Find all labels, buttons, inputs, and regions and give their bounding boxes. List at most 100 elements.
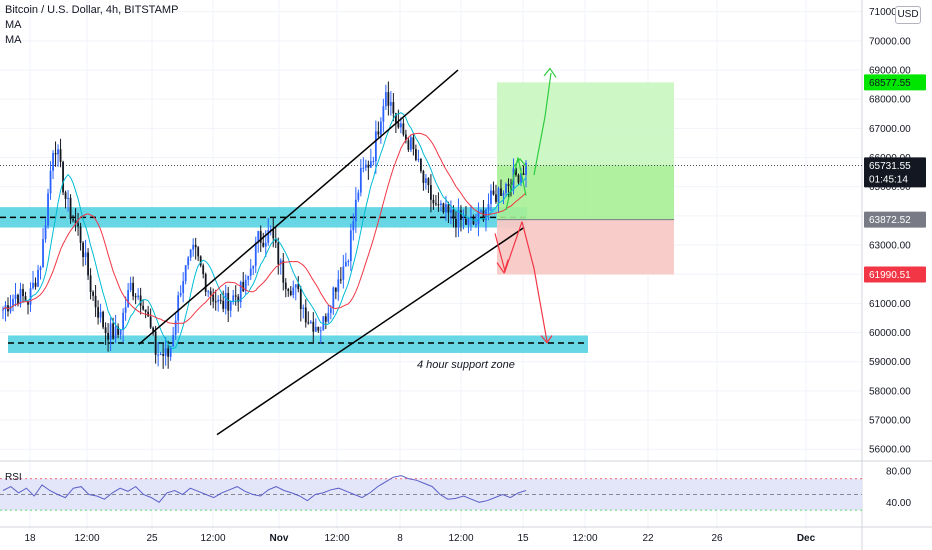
- support-zone-annotation: 4 hour support zone: [417, 359, 515, 371]
- candle-body: [467, 218, 470, 225]
- candle-body: [342, 266, 345, 280]
- candle-body: [59, 149, 62, 162]
- candle-body: [349, 230, 352, 262]
- stop-price-tag-bg: [864, 266, 926, 283]
- candle-body: [199, 256, 202, 266]
- candle-body: [367, 164, 370, 168]
- candle-body: [104, 327, 107, 333]
- bull-path-2[interactable]: [533, 72, 552, 176]
- time-tick-label: 25: [146, 533, 158, 544]
- ma-slow-line: [2, 132, 527, 325]
- candle-body: [44, 225, 47, 240]
- candle-body: [299, 289, 302, 310]
- candle-body: [272, 229, 275, 239]
- candle-body: [12, 298, 14, 306]
- candle-body: [269, 229, 272, 231]
- candle-body: [354, 199, 357, 222]
- channel-lower-line[interactable]: [216, 226, 525, 436]
- time-tick-label: 12:00: [200, 533, 225, 544]
- candle-body: [374, 131, 377, 161]
- rsi-tick-label: 80.00: [886, 466, 911, 477]
- candle-body: [22, 289, 24, 297]
- candle-body: [412, 137, 415, 150]
- support-zone: [8, 335, 588, 353]
- candle-body: [520, 173, 522, 183]
- candle-body: [117, 326, 120, 335]
- time-tick-label: 22: [642, 533, 654, 544]
- bull-path-1[interactable]: [505, 157, 527, 211]
- candle-body: [219, 299, 222, 301]
- candle-body: [167, 348, 170, 357]
- candle-body: [244, 279, 247, 292]
- candle-body: [157, 354, 160, 356]
- drawings-layer[interactable]: [138, 67, 557, 436]
- price-tick-label: 59000.00: [869, 357, 911, 368]
- candle-body: [337, 279, 340, 292]
- bear-arrowhead-1[interactable]: [496, 259, 509, 275]
- channel-upper-line[interactable]: [138, 69, 459, 345]
- bear-arrowhead-2[interactable]: [540, 335, 553, 344]
- candle-body: [277, 242, 280, 265]
- price-tick-label: 67000.00: [869, 124, 911, 135]
- candle-body: [37, 270, 39, 287]
- candle-body: [502, 193, 505, 196]
- target-arrowhead[interactable]: [543, 67, 557, 78]
- target-price-tag: 68577.55: [869, 78, 911, 89]
- candle-body: [17, 294, 19, 305]
- candle-body: [74, 220, 77, 224]
- candle-body: [2, 309, 4, 311]
- candle-body: [54, 153, 57, 155]
- candle-body: [242, 281, 245, 292]
- target-price-tag-bg: [864, 74, 926, 91]
- candle-body: [49, 170, 52, 194]
- ma-indicator-label-1[interactable]: MA: [5, 19, 22, 31]
- zones-layer: [0, 207, 588, 353]
- candle-body: [174, 320, 177, 335]
- candle-body: [287, 289, 290, 291]
- candle-body: [442, 203, 445, 213]
- candle-body: [122, 312, 125, 330]
- candle-body: [119, 329, 122, 335]
- time-axis[interactable]: 18 12:00 25 12:00 Nov 12:00 8 12:00 15 12:00 22 26 D…: [24, 533, 815, 544]
- candle-body: [522, 173, 525, 176]
- currency-button[interactable]: USD: [895, 6, 921, 24]
- candle-body: [77, 223, 79, 227]
- bear-path-1[interactable]: [494, 221, 523, 274]
- candle-body: [212, 294, 215, 302]
- candle-body: [394, 113, 397, 123]
- candle-body: [184, 265, 187, 282]
- candle-body: [327, 313, 330, 322]
- candle-body: [177, 295, 180, 321]
- candle-body: [332, 287, 335, 309]
- candle-body: [505, 184, 507, 194]
- bear-path-2[interactable]: [521, 221, 548, 342]
- position-tool[interactable]: [0, 82, 862, 275]
- candle-body: [462, 218, 465, 220]
- candle-body: [364, 164, 367, 168]
- candle-body: [397, 122, 400, 128]
- ma-indicator-label-2[interactable]: MA: [5, 34, 22, 46]
- candle-body: [67, 197, 69, 199]
- candle-body: [19, 289, 22, 305]
- candle-body: [72, 219, 74, 221]
- candle-body: [344, 262, 347, 267]
- rsi-pane[interactable]: RSI 80.00 40.00: [0, 466, 911, 511]
- candle-body: [222, 300, 225, 309]
- candle-body: [87, 252, 89, 276]
- rsi-line: [2, 475, 527, 503]
- candle-body: [334, 287, 337, 292]
- candle-body: [42, 239, 44, 268]
- candle-body: [377, 131, 380, 135]
- time-tick-label: 12:00: [74, 533, 99, 544]
- candle-body: [89, 275, 92, 292]
- candle-body: [79, 226, 82, 243]
- candle-body: [379, 121, 382, 135]
- candle-body: [237, 296, 240, 303]
- candle-body: [480, 210, 482, 212]
- bull-arrowhead[interactable]: [513, 158, 527, 167]
- candle-body: [294, 284, 297, 288]
- price-tick-label: 65000.00: [869, 182, 911, 193]
- rsi-label: RSI: [5, 472, 22, 483]
